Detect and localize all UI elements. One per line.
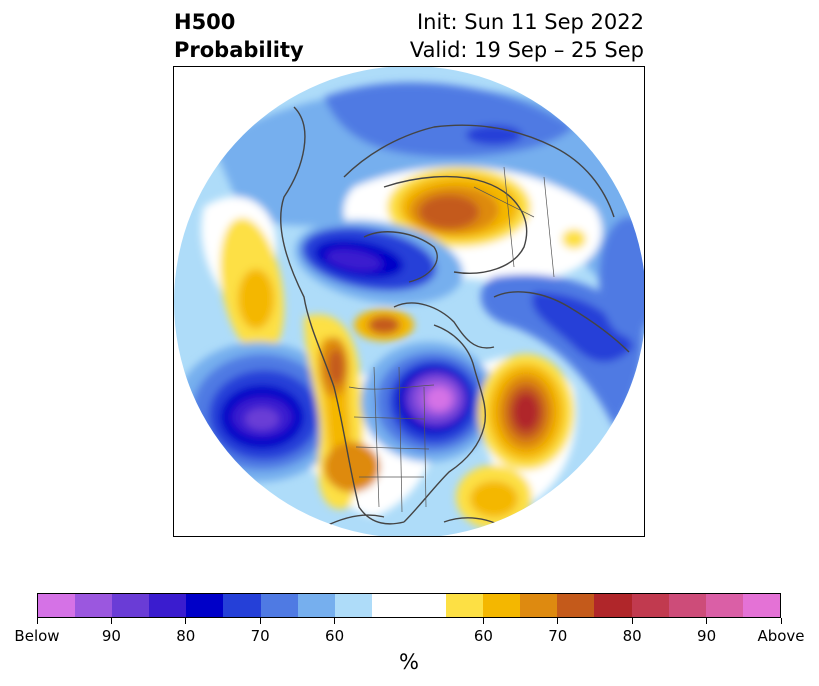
colorbar-segment bbox=[631, 594, 669, 617]
colorbar-segment bbox=[557, 594, 595, 617]
colorbar-tick bbox=[482, 618, 484, 624]
colorbar-tick bbox=[631, 618, 633, 624]
political-borders bbox=[348, 166, 555, 513]
colorbar-segment bbox=[38, 594, 76, 617]
colorbar-segment bbox=[446, 594, 484, 617]
colorbar-tick-label: 90 bbox=[697, 627, 717, 645]
colorbar-tick-label: 60 bbox=[325, 627, 345, 645]
colorbar-segment bbox=[705, 594, 743, 617]
colorbar-segment bbox=[520, 594, 558, 617]
colorbar-tick bbox=[185, 618, 187, 624]
title-variable: H500 bbox=[174, 10, 236, 34]
colorbar-segment bbox=[260, 594, 298, 617]
title-left: H500 Probability bbox=[174, 8, 304, 64]
colorbar bbox=[37, 593, 781, 618]
colorbar-segment bbox=[186, 594, 224, 617]
colorbar-segment bbox=[742, 594, 780, 617]
colorbar-segment bbox=[112, 594, 150, 617]
valid-range: Valid: 19 Sep – 25 Sep bbox=[409, 38, 644, 62]
colorbar-tick bbox=[334, 618, 336, 624]
colorbar-tick-label: 70 bbox=[548, 627, 568, 645]
colorbar-tick-label: 70 bbox=[250, 627, 270, 645]
colorbar-tick-label: 80 bbox=[622, 627, 642, 645]
colorbar-tick bbox=[780, 618, 782, 624]
colorbar-tick bbox=[557, 618, 559, 624]
colorbar-tick-label: Below bbox=[14, 627, 60, 645]
map-panel bbox=[173, 66, 645, 537]
probability-map bbox=[174, 67, 644, 536]
colorbar-segment bbox=[297, 594, 335, 617]
colorbar-tick-label: 80 bbox=[176, 627, 196, 645]
colorbar-segment bbox=[334, 594, 372, 617]
colorbar-tick-label: 60 bbox=[473, 627, 493, 645]
colorbar-unit: % bbox=[399, 650, 419, 674]
title-product: Probability bbox=[174, 38, 304, 62]
colorbar-tick bbox=[36, 618, 38, 624]
colorbar-tick-label: Above bbox=[757, 627, 805, 645]
colorbar-segment bbox=[75, 594, 113, 617]
colorbar-tick bbox=[259, 618, 261, 624]
probability-field bbox=[174, 67, 644, 536]
colorbar-tick bbox=[706, 618, 708, 624]
colorbar-segment bbox=[668, 594, 706, 617]
colorbar-tick bbox=[110, 618, 112, 624]
colorbar-segment bbox=[594, 594, 632, 617]
colorbar-tick-label: 90 bbox=[101, 627, 121, 645]
colorbar-segment bbox=[223, 594, 261, 617]
colorbar-segment bbox=[371, 594, 447, 617]
init-date: Init: Sun 11 Sep 2022 bbox=[416, 10, 644, 34]
colorbar-segment bbox=[149, 594, 187, 617]
title-right: Init: Sun 11 Sep 2022 Valid: 19 Sep – 25… bbox=[410, 8, 644, 64]
colorbar-segment bbox=[483, 594, 521, 617]
